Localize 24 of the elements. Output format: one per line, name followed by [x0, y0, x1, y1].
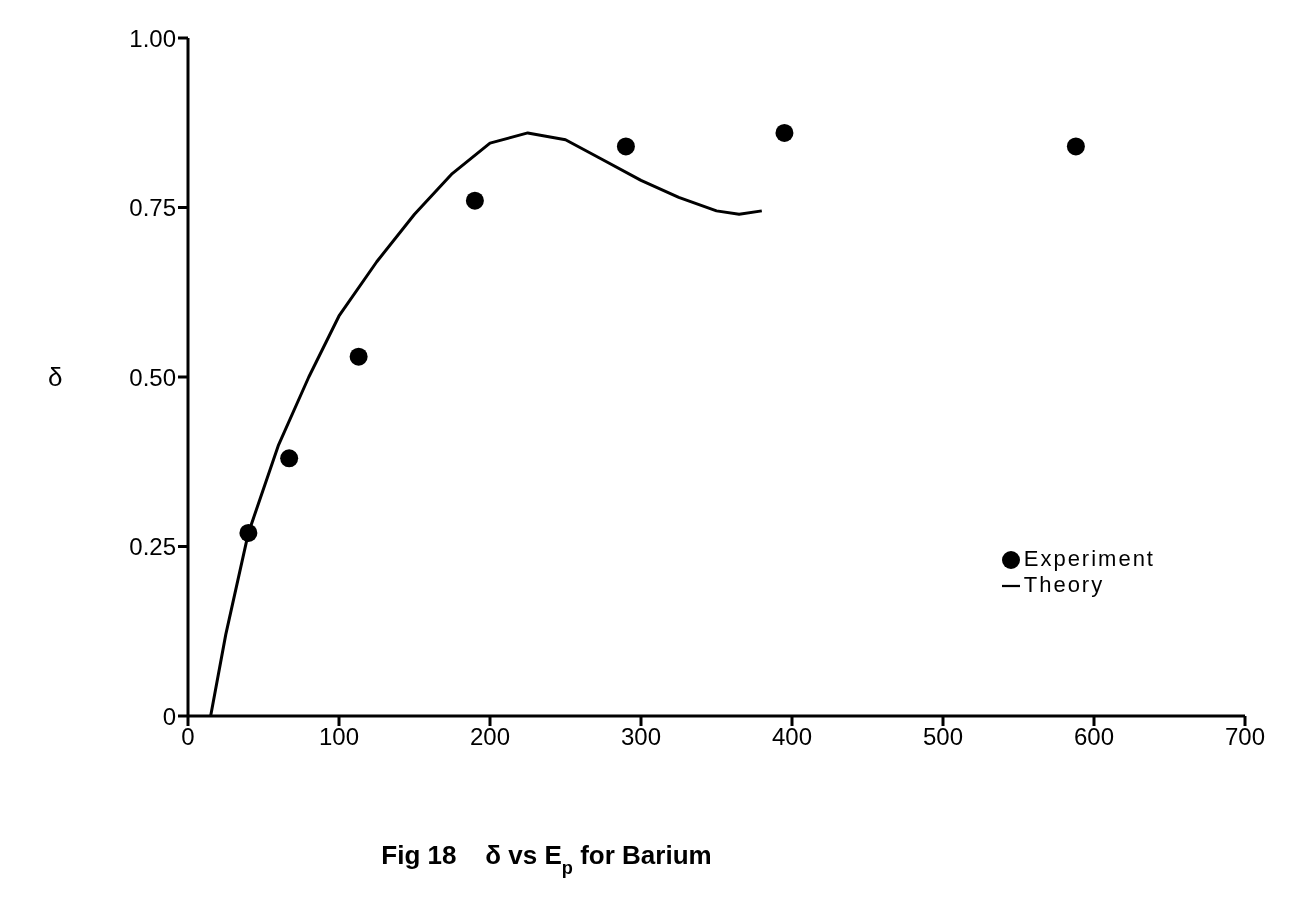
y-tick-label: 0.75	[129, 194, 176, 222]
x-tick-label: 0	[181, 723, 195, 751]
point	[465, 191, 484, 210]
x-tick-label: 300	[620, 723, 662, 751]
x-tick-label: 500	[922, 723, 964, 751]
x-tick-label: 200	[469, 723, 511, 751]
point	[239, 523, 258, 542]
point	[280, 449, 299, 468]
x-tick-label: 400	[771, 723, 813, 751]
y-tick-label: 0.50	[129, 363, 176, 391]
y-axis-title: δ	[48, 362, 63, 393]
x-tick-label: 600	[1073, 723, 1115, 751]
point	[616, 137, 635, 156]
x-tick-label: 100	[318, 723, 360, 751]
point	[349, 347, 368, 366]
y-tick-label: 0	[162, 702, 176, 730]
y-tick-label: 1.00	[129, 24, 176, 52]
point	[1066, 137, 1085, 156]
y-tick-label: 0.25	[129, 533, 176, 561]
x-tick-label: 700	[1224, 723, 1266, 751]
legend-label: Experiment	[1023, 546, 1155, 571]
legend-label: Theory	[1023, 572, 1105, 597]
text: Fig 18 δ vs E$_{p}$ for Barium	[381, 840, 712, 878]
point	[775, 123, 794, 142]
